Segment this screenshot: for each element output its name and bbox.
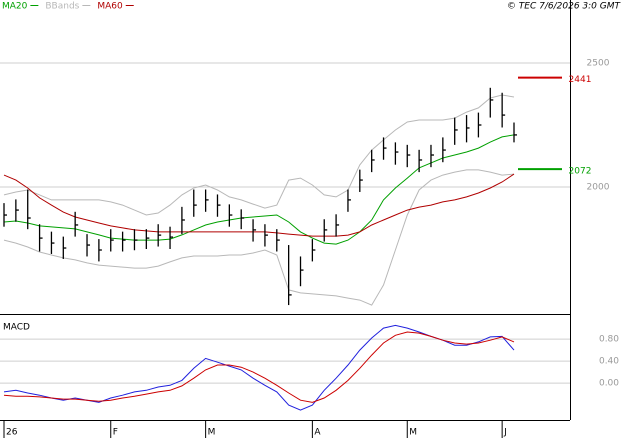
level-label: 2072 [569,167,592,177]
x-tick-label: A [314,428,321,438]
band-lower [3,169,515,306]
y-tick-label: 0.40 [599,357,619,367]
x-tick-label: F [113,428,118,438]
y-tick-label: 0.80 [599,335,619,345]
ma-line [3,134,515,245]
legend-label: MA20 [2,2,28,12]
legend-label: MA60 [97,2,123,12]
legend-label: BBands [45,2,79,12]
x-tick-label: M [208,428,216,438]
y-tick-label: 2500 [587,58,610,68]
x-tick-label: J [503,428,507,438]
y-tick-label: 2000 [587,183,610,193]
band-upper [3,94,515,216]
credit: © TEC 7/6/2026 3:0 GMT [507,2,622,12]
y-tick-label: 0.00 [599,379,619,389]
panel-title: MACD [3,323,30,333]
x-tick-label: M [409,428,417,438]
level-label: 2441 [569,75,592,85]
macd-line [3,331,515,403]
ma-line [3,173,515,237]
x-tick-label: 26 [6,428,18,438]
